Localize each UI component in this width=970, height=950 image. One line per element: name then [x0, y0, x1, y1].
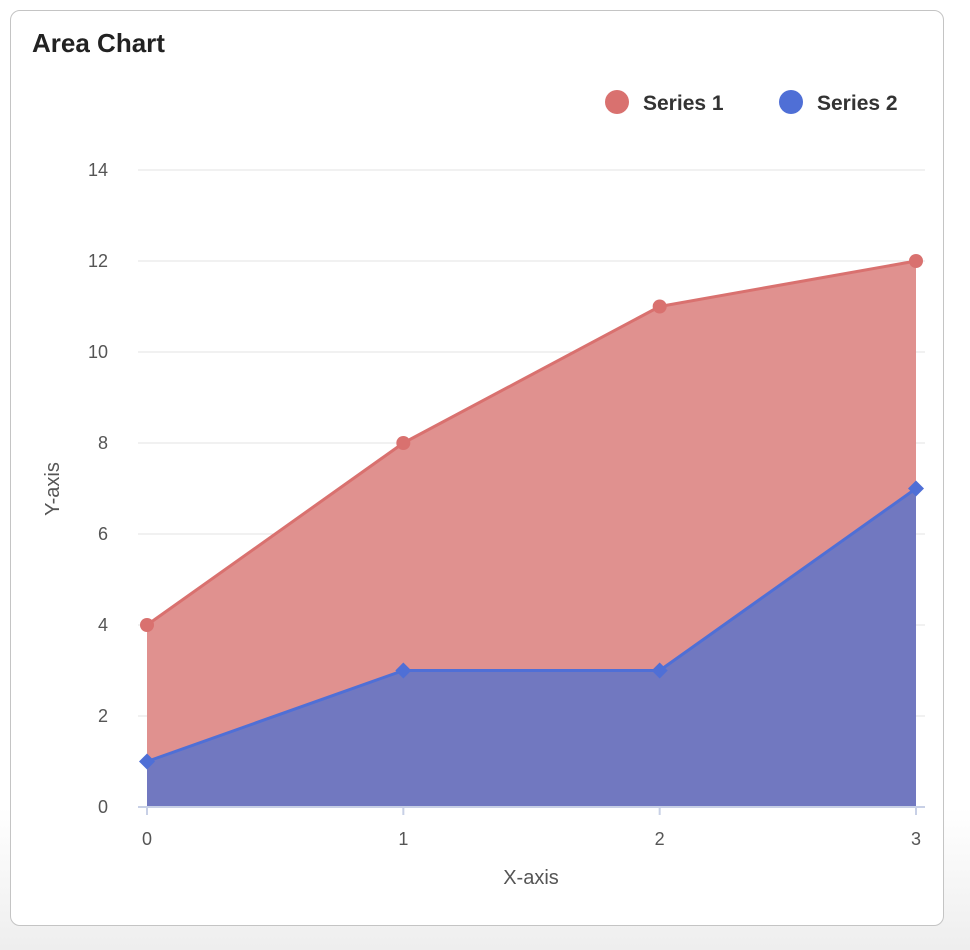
y-tick-label: 12 [88, 251, 108, 271]
data-point [909, 254, 923, 268]
x-tick-label: 3 [911, 829, 921, 849]
x-tick-label: 2 [655, 829, 665, 849]
y-tick-label: 10 [88, 342, 108, 362]
data-point [139, 753, 155, 770]
y-tick-label: 2 [98, 706, 108, 726]
legend-marker [605, 90, 629, 114]
x-axis-label: X-axis [503, 867, 559, 889]
data-point [652, 299, 667, 314]
y-axis-label: Y-axis [42, 462, 64, 516]
x-tick-label: 1 [398, 829, 408, 849]
legend-label-series-1: Series 1 [643, 92, 724, 115]
data-point [140, 618, 154, 632]
y-tick-label: 0 [98, 797, 108, 817]
line-series-1 [146, 259, 917, 627]
y-tick-label: 6 [98, 524, 108, 544]
data-point [396, 436, 411, 450]
data-point [908, 480, 924, 497]
chart-title: Area Chart [32, 28, 165, 58]
y-tick-label: 4 [98, 615, 108, 635]
y-tick-label: 14 [88, 160, 108, 180]
area-series-2 [147, 488, 916, 807]
x-tick-label: 0 [142, 829, 152, 849]
data-point [395, 662, 412, 679]
legend-marker [779, 90, 803, 114]
data-point [651, 662, 668, 679]
y-tick-label: 8 [98, 433, 108, 453]
line-series-2 [146, 487, 917, 763]
legend-label-series-2: Series 2 [817, 92, 898, 115]
